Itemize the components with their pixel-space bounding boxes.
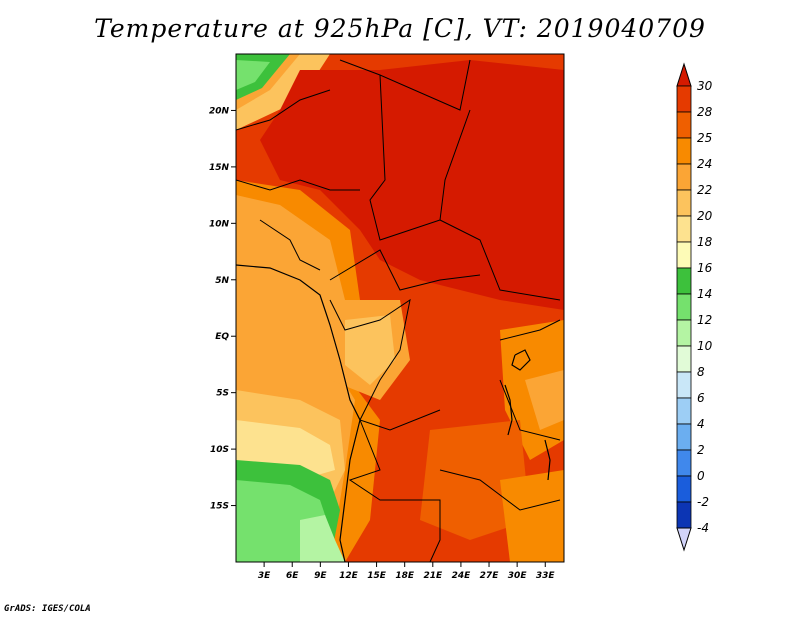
lat-tick-label: 15S <box>210 502 229 512</box>
lat-axis: 20N 15N 10N 5N EQ 5S 10S 15S <box>209 106 236 512</box>
lon-tick-label: 3E <box>258 571 271 581</box>
lon-tick-label: 30E <box>508 571 528 581</box>
colorbar-label: 25 <box>697 131 712 145</box>
border-central <box>329 249 481 291</box>
colorbar-swatch <box>676 111 692 139</box>
lat-tick-label: 5S <box>216 389 229 399</box>
field-east-22 <box>525 370 564 430</box>
field-band-12 <box>300 515 345 562</box>
lat-tick-label: 10S <box>210 445 229 455</box>
colorbar-swatch <box>676 137 692 165</box>
lon-tick-label: 6E <box>286 571 299 581</box>
colorbar-swatch <box>676 189 692 217</box>
lon-tick-label: 15E <box>367 571 387 581</box>
lat-tick-label: EQ <box>215 332 229 342</box>
border-west2 <box>259 219 321 271</box>
colorbar-swatch <box>676 267 692 295</box>
border-zambia <box>439 469 561 511</box>
field-nw-lightgreen <box>236 60 270 90</box>
lon-tick-label: 9E <box>314 571 327 581</box>
colorbar-label: 2 <box>697 443 705 457</box>
coastline-lake-malawi <box>544 439 551 481</box>
colorbar-swatch <box>676 449 692 477</box>
colorbar-swatch <box>676 475 692 503</box>
colorbar-swatch <box>676 319 692 347</box>
chart-title: Temperature at 925hPa [C], VT: 201904070… <box>94 14 706 43</box>
colorbar-label: 30 <box>697 79 713 93</box>
country-borders <box>236 59 561 562</box>
lon-tick-label: 27E <box>480 571 500 581</box>
border-east <box>499 319 561 341</box>
lon-tick-label: 24E <box>452 571 472 581</box>
field-south-24 <box>500 470 564 562</box>
lon-tick-label: 18E <box>395 571 415 581</box>
colorbar-bottom-arrow <box>676 527 692 552</box>
colorbar-swatch <box>676 85 692 113</box>
colorbar-swatch <box>676 501 692 529</box>
lon-tick-label: 33E <box>536 571 556 581</box>
lat-tick-label: 20N <box>209 106 230 116</box>
colorbar-label: -2 <box>697 495 709 509</box>
border-west <box>236 179 360 191</box>
colorbar-swatch <box>676 345 692 373</box>
border-tanzania <box>499 379 561 441</box>
lon-axis: 3E 6E 9E 12E 15E 18E 21E 24E 27E 30E 33E <box>258 562 556 581</box>
colorbar-swatch <box>676 215 692 243</box>
border-sudan-south <box>439 219 561 301</box>
border-chad-sudan <box>369 74 471 241</box>
field-hot-30 <box>260 60 564 310</box>
map-figure: 20N 15N 10N 5N EQ 5S 10S 15S 3E 6E 9E 12E 15E 18E 21E… <box>209 53 713 581</box>
field-central-20 <box>345 315 395 385</box>
colorbar-label: 4 <box>697 417 705 431</box>
colorbar-label: 24 <box>697 157 712 171</box>
colorbar-label: 10 <box>697 339 713 353</box>
colorbar-label: 8 <box>697 365 705 379</box>
coastline <box>236 264 551 562</box>
colorbar-swatch <box>676 423 692 451</box>
map-frame <box>235 53 565 563</box>
lat-tick-label: 10N <box>209 219 230 229</box>
colorbar-swatch <box>676 293 692 321</box>
border-nw <box>236 89 331 131</box>
colorbar-label: 28 <box>697 105 713 119</box>
colorbar-label: -4 <box>697 521 709 535</box>
colorbar-label: 16 <box>697 261 713 275</box>
coastline-lake-tanganyika <box>504 384 513 436</box>
colorbar-swatch <box>676 241 692 269</box>
colorbar-swatch <box>676 371 692 399</box>
temperature-field <box>236 54 564 562</box>
border-sahara <box>339 59 471 111</box>
lat-tick-label: 5N <box>215 276 229 286</box>
colorbar-label: 20 <box>697 209 713 223</box>
colorbar-swatch <box>676 163 692 191</box>
colorbar-label: 14 <box>697 287 712 301</box>
colorbar-label: 0 <box>697 469 705 483</box>
colorbar-label: 22 <box>697 183 712 197</box>
colorbar-label: 12 <box>697 313 712 327</box>
border-congo <box>329 298 441 431</box>
colorbar-top-arrow <box>676 62 692 87</box>
border-angola <box>348 419 441 562</box>
lon-tick-label: 12E <box>339 571 359 581</box>
colorbar-swatch <box>676 397 692 425</box>
coastline-west-africa <box>236 264 361 562</box>
coastline-lake-victoria <box>511 349 531 371</box>
grads-credit: GrADS: IGES/COLA <box>4 604 91 614</box>
colorbar-label: 18 <box>697 235 713 249</box>
lat-tick-label: 15N <box>209 163 230 173</box>
field-south-28 <box>420 420 530 540</box>
lon-tick-label: 21E <box>423 571 443 581</box>
colorbar-label: 6 <box>697 391 705 405</box>
